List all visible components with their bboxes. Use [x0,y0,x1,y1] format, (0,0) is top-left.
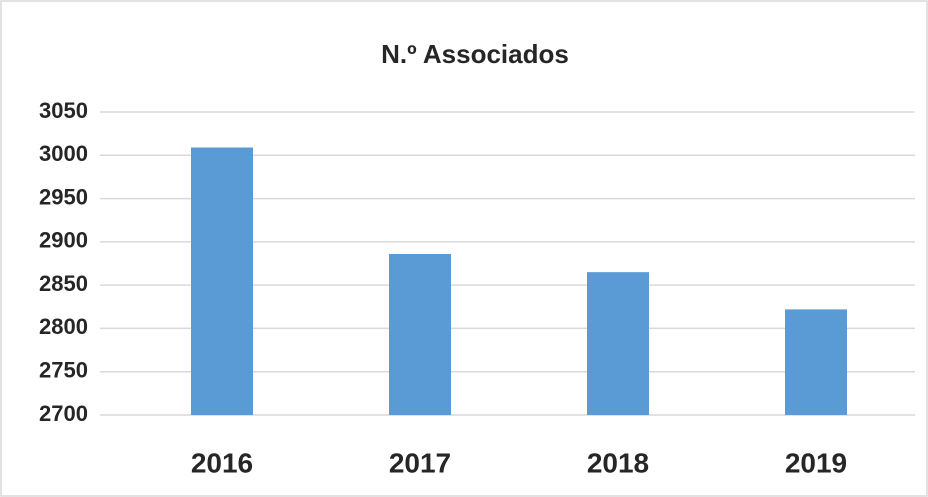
bar [191,147,253,415]
y-tick-label: 3000 [39,141,88,166]
y-tick-label: 2950 [39,184,88,209]
x-tick-label: 2019 [785,447,847,478]
y-tick-label: 2750 [39,358,88,383]
x-tick-label: 2016 [191,447,253,478]
x-tick-label: 2018 [587,447,649,478]
chart-title: N.º Associados [381,39,569,69]
y-tick-label: 2850 [39,271,88,296]
bar [389,253,451,415]
y-tick-label: 2800 [39,314,88,339]
bar [587,272,649,415]
y-tick-label: 2700 [39,401,88,426]
bar [785,309,847,415]
x-tick-label: 2017 [389,447,451,478]
y-tick-label: 3050 [39,98,88,123]
y-tick-label: 2900 [39,228,88,253]
